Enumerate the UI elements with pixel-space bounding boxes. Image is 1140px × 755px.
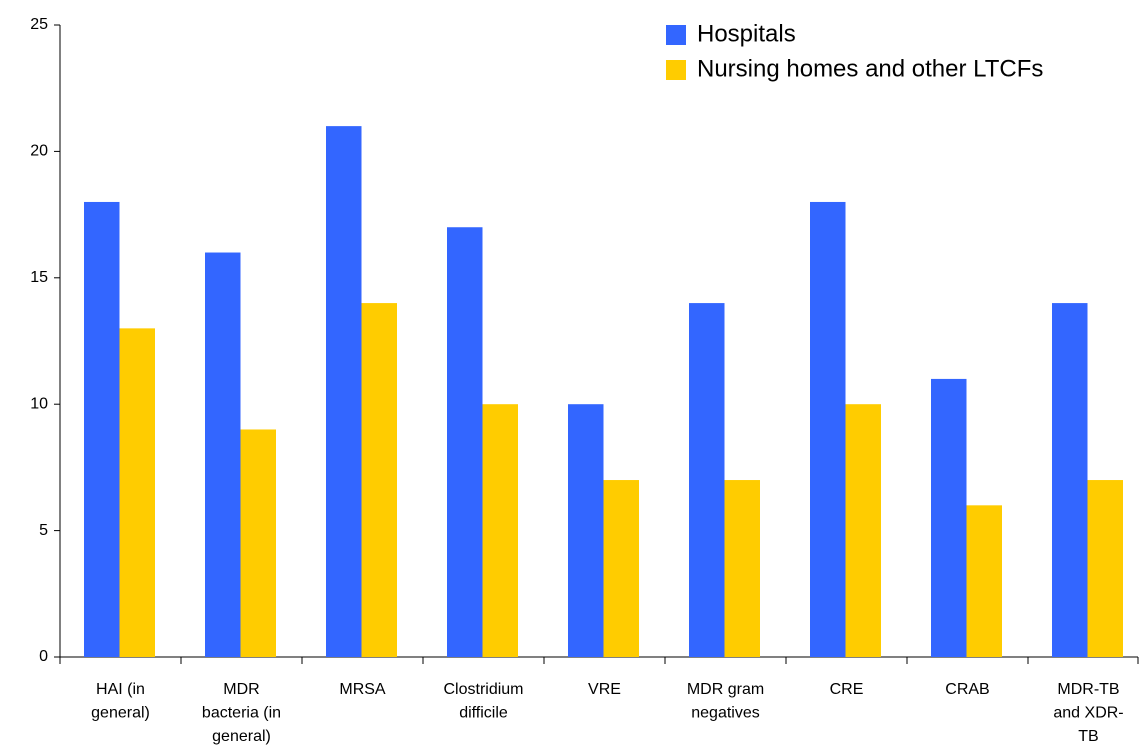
legend-swatch [666, 25, 686, 45]
x-tick-label: bacteria (in [202, 705, 281, 722]
bar [603, 480, 639, 657]
bar [205, 252, 241, 657]
x-tick-label: VRE [588, 681, 621, 698]
bar [84, 201, 120, 657]
bar [119, 328, 155, 657]
x-tick-label: and XDR- [1053, 705, 1123, 722]
x-tick-label: HAI (in [96, 681, 145, 698]
bar [447, 227, 483, 658]
bar [966, 505, 1002, 657]
bar [931, 378, 967, 657]
y-tick-label: 0 [39, 648, 48, 665]
y-tick-label: 25 [30, 16, 48, 33]
y-tick-label: 15 [30, 269, 48, 286]
bar [326, 126, 362, 658]
x-tick-label: negatives [691, 705, 760, 722]
x-tick-label: general) [212, 728, 271, 745]
x-tick-label: MDR gram [687, 681, 764, 698]
legend-swatch [666, 60, 686, 80]
legend-label: Hospitals [697, 20, 796, 47]
bar [568, 404, 604, 657]
x-tick-label: difficile [459, 705, 508, 722]
legend-label: Nursing homes and other LTCFs [697, 55, 1043, 82]
y-tick-label: 5 [39, 522, 48, 539]
bar [482, 404, 518, 657]
x-tick-label: CRAB [945, 681, 989, 698]
x-tick-label: general) [91, 705, 150, 722]
y-tick-label: 20 [30, 143, 48, 160]
x-tick-label: CRE [830, 681, 864, 698]
bar [361, 303, 397, 657]
x-tick-label: TB [1078, 728, 1098, 745]
x-tick-label: MDR-TB [1057, 681, 1119, 698]
y-tick-label: 10 [30, 395, 48, 412]
bar [724, 480, 760, 657]
bar [845, 404, 881, 657]
bar [810, 201, 846, 657]
bar [1087, 480, 1123, 657]
bar [240, 429, 276, 657]
x-tick-label: MDR [223, 681, 259, 698]
x-tick-label: Clostridium [443, 681, 523, 698]
bar [1052, 303, 1088, 657]
x-tick-label: MRSA [339, 681, 386, 698]
bar [689, 303, 725, 657]
